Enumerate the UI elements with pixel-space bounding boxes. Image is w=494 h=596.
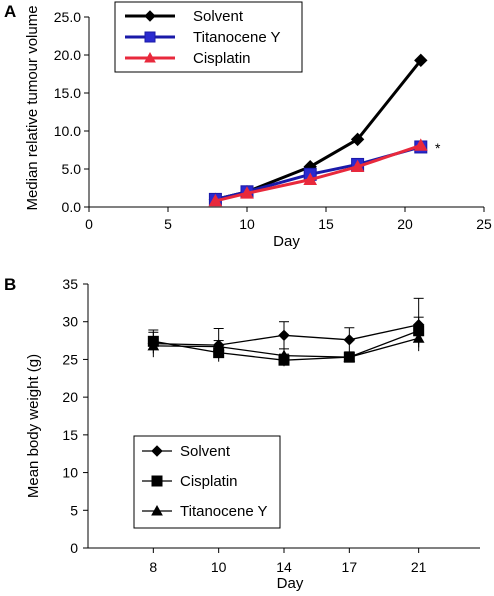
data-point (412, 332, 425, 343)
legend-label: Solvent (193, 8, 244, 25)
y-tick-label: 5 (70, 502, 78, 518)
legend-marker (151, 445, 163, 457)
x-axis-label: Day (277, 575, 304, 592)
data-point (240, 186, 254, 199)
legend-marker (151, 504, 163, 516)
legend-marker (144, 51, 156, 63)
x-tick-label: 21 (411, 559, 427, 575)
y-tick-label: 10.0 (54, 123, 81, 139)
data-point (278, 329, 290, 341)
legend-label: Titanocene Y (180, 503, 268, 520)
legend-label: Cisplatin (180, 473, 238, 490)
legend-label: Cisplatin (193, 50, 251, 67)
x-tick-label: 20 (397, 216, 413, 232)
data-point (350, 132, 365, 147)
x-axis-label: Day (273, 233, 300, 250)
y-tick-label: 25.0 (54, 9, 81, 25)
data-point (147, 339, 160, 351)
data-point (212, 340, 225, 352)
data-point (208, 193, 223, 207)
data-point (413, 138, 428, 151)
x-tick-label: 17 (342, 559, 358, 575)
x-tick-label: 15 (318, 216, 334, 232)
legend-marker (144, 31, 156, 43)
data-point (414, 53, 428, 68)
legend-label: Solvent (180, 443, 231, 460)
x-tick-label: 10 (211, 559, 227, 575)
y-axis-label: Median relative tumour volume (24, 5, 41, 210)
x-tick-label: 0 (85, 216, 93, 232)
data-point (278, 349, 290, 361)
y-tick-label: 15 (62, 427, 78, 443)
data-point (350, 159, 365, 173)
x-tick-label: 25 (476, 216, 492, 232)
y-tick-label: 5.0 (62, 161, 82, 177)
y-tick-label: 30 (62, 314, 78, 330)
y-tick-label: 35 (62, 276, 78, 292)
legend-label: Titanocene Y (193, 29, 281, 46)
y-tick-label: 10 (62, 465, 78, 481)
x-tick-label: 14 (276, 559, 292, 575)
x-tick-label: 8 (149, 559, 157, 575)
panel-label: B (4, 275, 16, 294)
data-point (303, 172, 318, 185)
panel-b: B 0 5 10 15 20 25 30 35 8 10 14 17 21 Day Mean body wei… (4, 275, 480, 592)
data-point (343, 351, 356, 362)
y-axis-label: Mean body weight (g) (25, 354, 42, 498)
legend-marker (151, 475, 163, 487)
y-tick-label: 25 (62, 351, 78, 367)
x-tick-label: 10 (239, 216, 255, 232)
y-tick-label: 0 (70, 540, 78, 556)
y-tick-label: 15.0 (54, 85, 81, 101)
y-tick-label: 0.0 (62, 199, 82, 215)
y-tick-label: 20 (62, 389, 78, 405)
x-tick-label: 5 (164, 216, 172, 232)
significance-annotation: * (435, 140, 441, 156)
legend-marker (144, 10, 156, 22)
panel-label: A (4, 2, 16, 21)
data-point (343, 334, 356, 346)
y-tick-label: 20.0 (54, 47, 81, 63)
panel-a: A 0.0 5.0 10.0 15.0 20.0 25.0 0 5 10 15 20 25 Day Medi… (4, 1, 492, 250)
